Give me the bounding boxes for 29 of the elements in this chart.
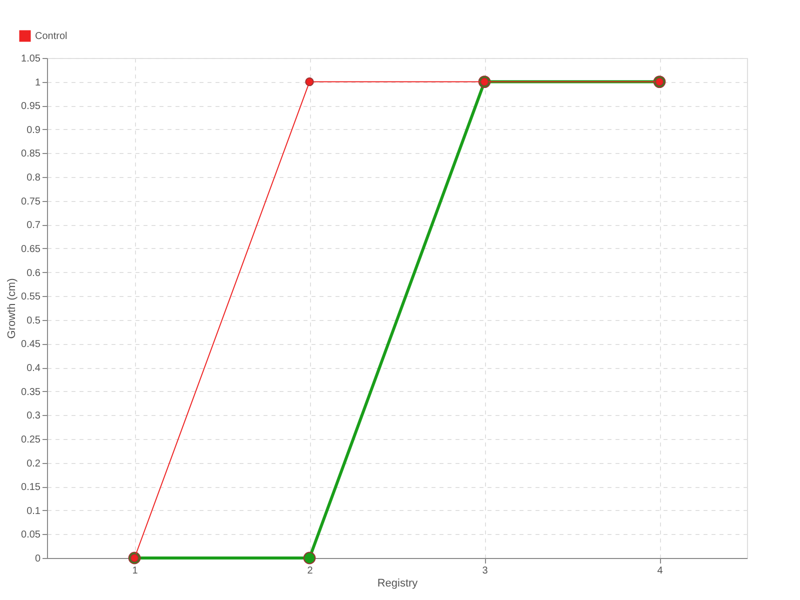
legend-label: Control [35,31,68,42]
y-tick-label: 0.45 [21,339,41,350]
y-tick-label: 0.65 [21,244,41,255]
x-axis-title: Registry [377,578,418,590]
y-tick-label: 0.25 [21,434,41,446]
y-tick-label: 0.5 [26,315,41,326]
y-tick-label: 0.15 [21,482,41,494]
y-tick-label: 0.3 [26,410,41,422]
x-tick-label: 3 [482,566,488,576]
y-axis-title: Growth (cm) [6,278,18,339]
y-tick-label: 0.2 [26,458,41,470]
x-tick-label: 1 [132,566,138,576]
y-tick-label: 0.9 [26,124,41,136]
y-tick-label: 0.6 [26,268,41,279]
y-tick-label: 0 [34,554,41,564]
y-tick-label: 1.05 [21,54,41,64]
y-tick-label: 0.05 [21,530,41,541]
y-tick-label: 1 [34,77,41,88]
y-tick-label: 0.1 [26,506,41,517]
y-tick-label: 0.55 [21,292,41,303]
y-tick-label: 0.4 [26,363,41,374]
y-tick-label: 0.95 [21,101,41,112]
y-tick-label: 0.75 [21,196,41,208]
y-tick-label: 0.7 [26,220,41,232]
y-tick-label: 0.8 [26,172,41,184]
x-tick-label: 4 [657,566,664,576]
y-tick-label: 0.85 [21,148,41,160]
x-tick-label: 2 [307,566,314,576]
y-tick-label: 0.35 [21,386,41,398]
